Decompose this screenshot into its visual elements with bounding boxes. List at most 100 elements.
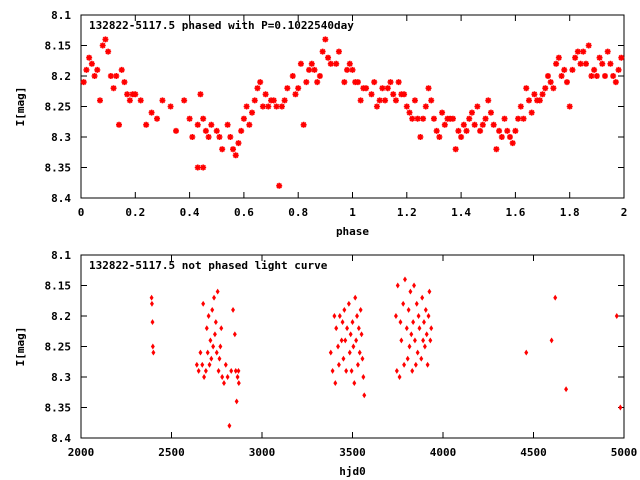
data-point: [417, 134, 424, 140]
data-point: [200, 115, 207, 122]
data-point: [270, 97, 277, 104]
data-point: [523, 85, 530, 92]
data-point: [292, 91, 299, 98]
data-point: [316, 73, 323, 79]
data-point: [390, 91, 397, 98]
data-point: [591, 66, 598, 73]
data-point: [215, 288, 220, 295]
data-point: [403, 276, 407, 283]
data-point: [401, 91, 408, 98]
data-point: [202, 374, 207, 380]
data-point: [209, 355, 214, 362]
data-point: [352, 380, 357, 387]
data-point: [441, 121, 448, 128]
data-point: [341, 79, 348, 86]
data-point: [577, 60, 584, 67]
data-point: [99, 42, 106, 49]
data-point: [415, 349, 420, 356]
data-point: [402, 361, 407, 368]
data-point: [406, 306, 411, 313]
y-tick-label: 8.15: [45, 280, 72, 293]
x-tick-label: 1.8: [560, 206, 580, 219]
x-tick-label: 4500: [520, 446, 547, 459]
data-point: [409, 115, 416, 122]
x-tick-label: 4000: [430, 446, 457, 459]
data-point: [601, 73, 608, 79]
data-point: [219, 146, 226, 153]
data-point: [564, 386, 569, 393]
data-point: [330, 367, 335, 374]
data-point: [148, 109, 155, 116]
data-point: [232, 331, 237, 338]
data-point: [549, 337, 554, 344]
data-point: [580, 48, 587, 55]
y-tick-label: 8.1: [51, 9, 71, 22]
x-tick-label: 0: [78, 206, 85, 219]
data-point: [409, 331, 414, 338]
data-point: [425, 85, 432, 92]
data-point: [449, 115, 456, 122]
data-point: [610, 73, 617, 79]
data-point: [392, 97, 399, 104]
data-point: [614, 313, 619, 319]
data-point: [528, 109, 535, 116]
data-points: [80, 36, 625, 189]
data-point: [333, 60, 340, 67]
x-axis-ticks: 2000 2500 3000 3500 4000 4500 5000: [68, 255, 638, 459]
data-point: [427, 288, 432, 295]
data-point: [411, 97, 418, 104]
data-point: [181, 97, 188, 104]
data-point: [433, 127, 440, 134]
data-point: [358, 306, 363, 313]
data-point: [208, 337, 213, 344]
data-point: [355, 313, 359, 319]
data-point: [420, 115, 427, 122]
data-point: [582, 60, 589, 67]
data-point: [394, 367, 399, 374]
data-point: [585, 42, 592, 49]
data-point: [216, 367, 221, 374]
data-point: [395, 79, 402, 86]
data-point: [408, 288, 413, 295]
data-point: [94, 66, 101, 73]
data-point: [126, 97, 133, 104]
data-point: [303, 79, 310, 86]
data-point: [243, 103, 250, 110]
data-point: [485, 97, 492, 104]
data-point: [426, 313, 431, 319]
y-axis-ticks: 8.1 8.15 8.2 8.25 8.3 8.35 8.4: [45, 9, 624, 205]
data-point: [357, 97, 364, 104]
data-point: [189, 134, 196, 140]
data-point: [91, 73, 98, 79]
data-point: [308, 60, 315, 67]
x-tick-label: 3000: [249, 446, 276, 459]
data-point: [262, 91, 269, 98]
data-point: [399, 337, 404, 344]
data-point: [194, 361, 199, 368]
x-tick-label: 0.8: [288, 206, 308, 219]
data-point: [422, 319, 426, 326]
data-point: [504, 127, 511, 134]
data-point: [194, 121, 201, 128]
data-point: [615, 66, 622, 73]
y-tick-label: 8.2: [51, 310, 71, 323]
data-point: [340, 319, 345, 326]
y-tick-label: 8.1: [51, 249, 71, 262]
data-point: [102, 36, 109, 43]
data-point: [236, 367, 241, 374]
data-point: [599, 60, 606, 67]
data-point: [501, 115, 508, 122]
data-point: [251, 97, 258, 104]
data-point: [281, 97, 288, 104]
unphased-light-curve-panel: 8.1 8.15 8.2 8.25 8.3 8.35 8.4 2000 2500 3000 350…: [14, 249, 637, 478]
data-point: [607, 60, 614, 67]
data-point: [336, 361, 341, 368]
data-point: [116, 121, 123, 128]
data-point: [349, 367, 354, 374]
x-tick-label: 5000: [611, 446, 638, 459]
data-point: [460, 121, 467, 128]
data-point: [205, 349, 210, 356]
data-point: [203, 367, 208, 374]
